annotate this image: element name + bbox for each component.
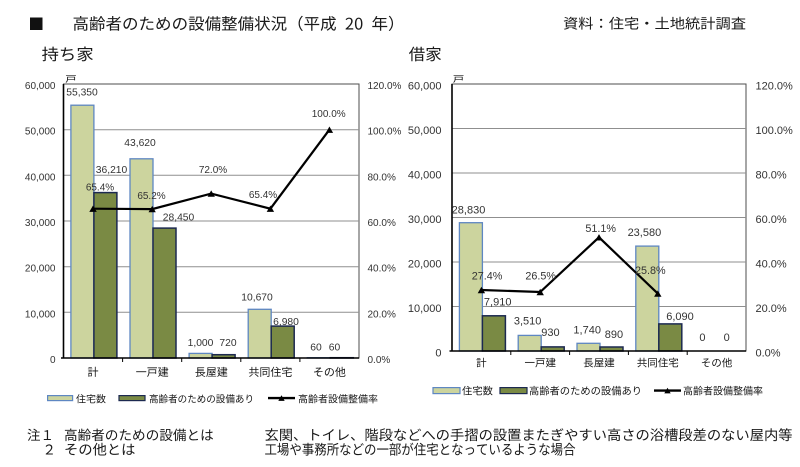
svg-text:1,000: 1,000: [188, 338, 214, 349]
svg-text:120.0%: 120.0%: [368, 81, 402, 92]
svg-text:40,000: 40,000: [25, 172, 56, 183]
svg-text:120.0%: 120.0%: [756, 80, 794, 92]
svg-text:100.0%: 100.0%: [756, 125, 794, 137]
svg-text:25.8%: 25.8%: [635, 265, 666, 277]
svg-text:36,210: 36,210: [96, 165, 128, 176]
svg-text:0: 0: [699, 332, 705, 344]
svg-text:55,350: 55,350: [66, 88, 98, 99]
svg-text:65.2%: 65.2%: [137, 191, 165, 202]
svg-text:100.0%: 100.0%: [368, 127, 402, 138]
svg-text:3,510: 3,510: [514, 316, 542, 328]
svg-text:20.0%: 20.0%: [756, 303, 787, 315]
svg-text:100.0%: 100.0%: [312, 109, 346, 120]
svg-text:28,830: 28,830: [452, 205, 486, 217]
svg-text:43,620: 43,620: [124, 138, 156, 149]
svg-text:890: 890: [605, 329, 623, 341]
svg-text:0.0%: 0.0%: [756, 347, 781, 359]
svg-text:65.4%: 65.4%: [86, 183, 114, 194]
svg-text:720: 720: [219, 338, 236, 349]
svg-text:40.0%: 40.0%: [756, 258, 787, 270]
svg-text:40.0%: 40.0%: [368, 264, 396, 275]
svg-text:20.0%: 20.0%: [368, 309, 396, 320]
svg-text:30,000: 30,000: [408, 214, 442, 226]
svg-text:30,000: 30,000: [25, 218, 56, 229]
svg-text:10,670: 10,670: [241, 293, 273, 304]
svg-text:20,000: 20,000: [25, 264, 56, 275]
svg-text:51.1%: 51.1%: [585, 223, 616, 235]
svg-text:0: 0: [724, 332, 730, 344]
svg-text:60.0%: 60.0%: [756, 214, 787, 226]
svg-text:72.0%: 72.0%: [199, 165, 227, 176]
svg-text:80.0%: 80.0%: [756, 169, 787, 181]
svg-text:0.0%: 0.0%: [368, 355, 391, 366]
svg-text:23,580: 23,580: [628, 227, 662, 239]
svg-text:60.0%: 60.0%: [368, 218, 396, 229]
svg-text:80.0%: 80.0%: [368, 172, 396, 183]
svg-text:50,000: 50,000: [25, 127, 56, 138]
svg-text:60,000: 60,000: [408, 80, 442, 92]
svg-text:60: 60: [329, 342, 341, 353]
svg-text:60,000: 60,000: [25, 81, 56, 92]
svg-text:27.4%: 27.4%: [472, 270, 503, 282]
svg-text:50,000: 50,000: [408, 125, 442, 137]
svg-text:0: 0: [435, 347, 441, 359]
svg-text:60: 60: [310, 342, 322, 353]
svg-text:26.5%: 26.5%: [525, 270, 556, 282]
svg-text:65.4%: 65.4%: [249, 190, 277, 201]
svg-text:930: 930: [541, 327, 559, 339]
svg-text:6,980: 6,980: [273, 317, 299, 328]
svg-text:0: 0: [50, 355, 56, 366]
svg-text:6,090: 6,090: [666, 311, 694, 323]
svg-text:20,000: 20,000: [408, 258, 442, 270]
svg-text:40,000: 40,000: [408, 169, 442, 181]
svg-text:1,740: 1,740: [573, 324, 601, 336]
svg-text:10,000: 10,000: [25, 309, 56, 320]
svg-text:7,910: 7,910: [484, 297, 512, 309]
svg-text:28,450: 28,450: [163, 213, 195, 224]
svg-text:10,000: 10,000: [408, 303, 442, 315]
